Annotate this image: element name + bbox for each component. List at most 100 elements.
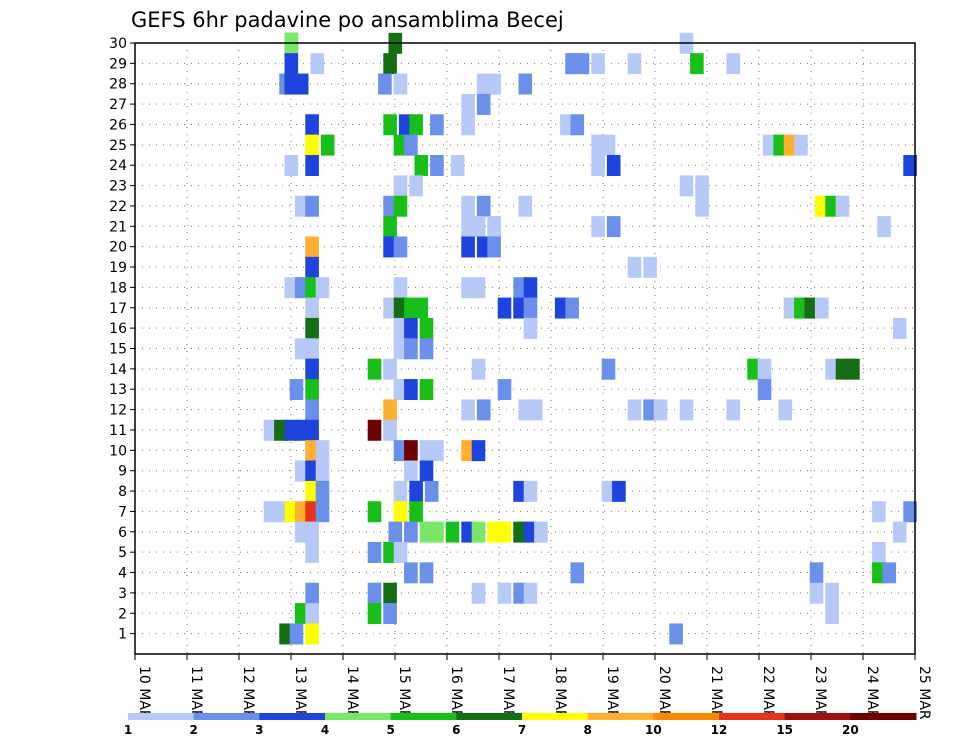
data-cells [263, 32, 917, 645]
data-cell [404, 440, 418, 462]
y-tick-label: 13 [109, 382, 127, 398]
data-cell [523, 521, 538, 543]
data-cell [378, 73, 392, 95]
colorbar-segment [522, 713, 589, 720]
data-cell [284, 73, 299, 95]
data-cell [315, 440, 330, 462]
data-cell [383, 236, 397, 258]
y-tick-label: 15 [109, 342, 127, 358]
data-cell [274, 501, 288, 523]
data-cell [279, 623, 293, 645]
data-cell [393, 297, 408, 319]
data-cell [591, 216, 605, 238]
data-cell [778, 399, 793, 421]
x-tick-label: 20 MAR [656, 666, 672, 720]
data-cell [612, 480, 626, 502]
data-cell [690, 53, 704, 75]
colorbar-label: 8 [583, 723, 591, 737]
data-cell [305, 338, 319, 360]
data-cell [461, 399, 475, 421]
data-cell [476, 73, 491, 95]
colorbar-segment [719, 713, 786, 720]
data-cell [383, 216, 397, 238]
colorbar-label: 10 [645, 723, 662, 737]
y-tick-label: 26 [109, 117, 127, 133]
data-cell [903, 155, 917, 176]
data-cell [404, 379, 418, 401]
data-cell [591, 53, 605, 75]
data-cell [315, 501, 330, 523]
data-cell [294, 603, 309, 625]
data-cell [471, 277, 486, 299]
x-tick-label: 22 MAR [760, 666, 776, 720]
data-cell [601, 134, 616, 156]
y-tick-label: 20 [109, 240, 127, 256]
data-cell [643, 256, 657, 278]
data-cell [305, 480, 319, 502]
data-cell [560, 114, 574, 136]
data-cell [903, 501, 917, 523]
data-cell [476, 236, 491, 258]
data-cell [783, 134, 798, 156]
data-cell [263, 501, 278, 523]
data-cell [513, 521, 527, 543]
data-cell [461, 195, 475, 217]
x-tick-label: 18 MAR [552, 666, 568, 720]
data-cell [513, 582, 527, 604]
colorbar-segment [259, 713, 326, 720]
data-cell [523, 277, 538, 299]
data-cell [809, 562, 824, 584]
data-cell [794, 134, 808, 156]
data-cell [570, 114, 585, 136]
data-cell [461, 440, 475, 462]
data-cell [289, 379, 304, 401]
data-cell [305, 419, 319, 441]
colorbar-segment [850, 713, 917, 720]
data-cell [284, 53, 299, 75]
data-cell [565, 297, 579, 319]
data-cell [404, 338, 418, 360]
data-cell [294, 460, 309, 482]
x-tick-label: 21 MAR [708, 666, 724, 720]
data-cell [809, 582, 824, 604]
data-cell [393, 73, 408, 95]
data-cell [419, 338, 434, 360]
colorbar-segment [587, 713, 654, 720]
colorbar-label: 6 [452, 723, 460, 737]
data-cell [669, 623, 683, 645]
data-cell [383, 53, 397, 75]
y-tick-label: 4 [118, 566, 127, 582]
y-tick-label: 30 [109, 36, 127, 52]
chart-title: GEFS 6hr padavine po ansamblima Becej [131, 8, 564, 32]
data-cell [367, 603, 382, 625]
x-tick-label: 15 MAR [396, 666, 412, 720]
data-cell [404, 317, 418, 339]
y-tick-label: 25 [109, 138, 127, 154]
data-cell [393, 501, 408, 523]
data-cell [393, 134, 408, 156]
data-cell [570, 562, 585, 584]
data-cell [289, 623, 304, 645]
data-cell [367, 358, 382, 380]
data-cell [627, 399, 642, 421]
data-cell [430, 440, 444, 462]
y-tick-label: 23 [109, 179, 127, 195]
colorbar-label: 1 [124, 723, 132, 737]
data-cell [393, 236, 408, 258]
data-cell [461, 216, 475, 238]
data-cell [315, 460, 330, 482]
data-cell [305, 541, 319, 563]
data-cell [294, 195, 309, 217]
data-cell [762, 134, 777, 156]
x-tick-label: 24 MAR [864, 666, 880, 720]
data-cell [523, 582, 538, 604]
data-cell [404, 562, 418, 584]
y-tick-label: 8 [118, 484, 127, 500]
colorbar-segment [456, 713, 523, 720]
data-cell [284, 419, 299, 441]
data-cell [393, 480, 408, 502]
data-cell [393, 277, 408, 299]
data-cell [575, 53, 590, 75]
data-cell [367, 419, 382, 441]
data-cell [872, 541, 886, 563]
